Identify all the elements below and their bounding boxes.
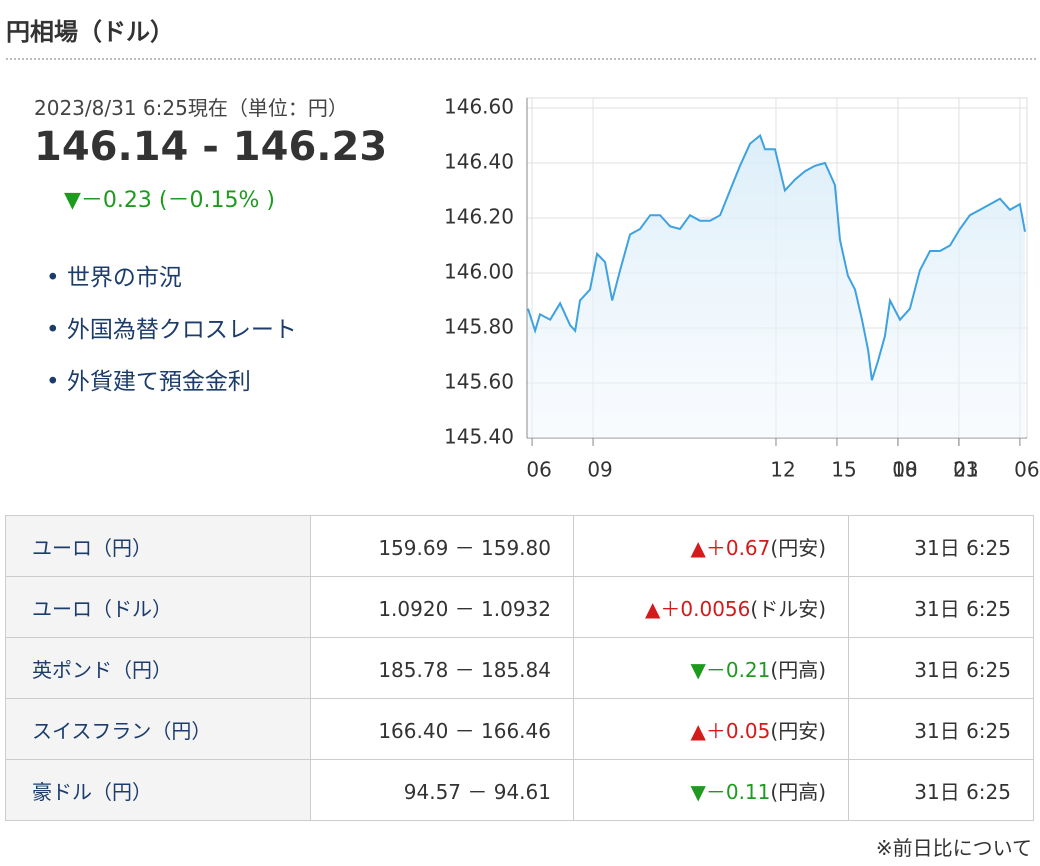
y-tick-label: 146.40 (444, 150, 514, 174)
rate-cell: 166.40 － 166.46 (310, 698, 574, 760)
currency-link[interactable]: 豪ドル（円） (32, 779, 152, 804)
currency-cell: スイスフラン（円） (5, 698, 311, 760)
change-cell: ▼－0.11(円高) (573, 759, 849, 821)
change-value: ▲＋0.0056 (645, 596, 751, 621)
y-tick-label: 146.60 (444, 95, 514, 119)
rate-cell: 94.57 － 94.61 (310, 759, 574, 821)
price: 146.14 - 146.23 (34, 124, 388, 170)
table-row: スイスフラン（円） 166.40 － 166.46 ▲＋0.05(円安) 31日 6:… (5, 698, 1034, 760)
area-fill (528, 135, 1025, 438)
table-row: 英ポンド（円） 185.78 － 185.84 ▼－0.21(円高) 31日 6:25 (5, 637, 1034, 699)
link-item: • 外国為替クロスレート (46, 317, 297, 343)
link[interactable]: 外貨建て預金金利 (66, 369, 251, 395)
link-item: • 世界の市況 (46, 265, 182, 291)
y-tick-label: 145.40 (444, 425, 514, 449)
x-tick-label: 18 (892, 458, 917, 482)
time-cell: 31日 6:25 (848, 576, 1034, 638)
currency-link[interactable]: 英ポンド（円） (32, 657, 172, 682)
link[interactable]: 外国為替クロスレート (66, 317, 297, 343)
change-cell: ▲＋0.0056(ドル安) (573, 576, 849, 638)
time-cell: 31日 6:25 (848, 698, 1034, 760)
change-note: (円安) (770, 535, 826, 560)
table-row: ユーロ（ドル） 1.0920 － 1.0932 ▲＋0.0056(ドル安) 31日 6… (5, 576, 1034, 638)
x-tick-label: 21 (953, 458, 978, 482)
x-tick-label: 00 (892, 458, 917, 482)
rate-cell: 1.0920 － 1.0932 (310, 576, 574, 638)
x-tick-label: 15 (831, 458, 856, 482)
chart: 145.40 145.60 145.80 146.00 146.20 146.40 146.… (444, 95, 1040, 482)
x-tick-label: 03 (953, 458, 978, 482)
footnote-link[interactable]: ※前日比について (875, 836, 1032, 860)
rate-cell: 159.69 － 159.80 (310, 515, 574, 577)
price-change: ▼－0.23 (－0.15% ) (64, 188, 275, 213)
change-note: (円高) (770, 779, 826, 804)
divider (6, 58, 1036, 60)
change-value: ▲＋0.67 (690, 535, 771, 560)
time-cell: 31日 6:25 (848, 759, 1034, 821)
price-line (527, 133, 1026, 381)
table-row: 豪ドル（円） 94.57 － 94.61 ▼－0.11(円高) 31日 6:25 (5, 759, 1034, 821)
change-cell: ▲＋0.05(円安) (573, 698, 849, 760)
x-tick-label: 06 (526, 458, 551, 482)
change-note: (円安) (770, 718, 826, 743)
change-cell: ▲＋0.67(円安) (573, 515, 849, 577)
currency-cell: 英ポンド（円） (5, 637, 311, 699)
y-tick-label: 145.80 (444, 315, 514, 339)
link[interactable]: 世界の市況 (66, 265, 182, 291)
link-item: • 外貨建て預金金利 (46, 369, 251, 395)
change-note: (ドル安) (750, 596, 826, 621)
x-tick-label: 06 (1014, 458, 1039, 482)
change-cell: ▼－0.21(円高) (573, 637, 849, 699)
time-cell: 31日 6:25 (848, 515, 1034, 577)
change-value: ▼－0.21 (690, 657, 771, 682)
currency-link[interactable]: ユーロ（円） (32, 535, 152, 560)
page-title: 円相場（ドル） (6, 18, 174, 46)
currency-link[interactable]: ユーロ（ドル） (32, 596, 172, 621)
change-value: ▲＋0.05 (690, 718, 771, 743)
y-tick-label: 146.00 (444, 260, 514, 284)
x-tick-label: 12 (770, 458, 795, 482)
x-tick-label: 09 (587, 458, 612, 482)
rate-cell: 185.78 － 185.84 (310, 637, 574, 699)
currency-link[interactable]: スイスフラン（円） (32, 718, 212, 743)
table-row: ユーロ（円） 159.69 － 159.80 ▲＋0.67(円安) 31日 6:25 (5, 515, 1034, 577)
currency-cell: ユーロ（ドル） (5, 576, 311, 638)
rates-table: ユーロ（円） 159.69 － 159.80 ▲＋0.67(円安) 31日 6:25 ユ… (5, 515, 1034, 821)
change-value: ▼－0.11 (690, 779, 771, 804)
timestamp: 2023/8/31 6:25現在（単位：円） (34, 96, 348, 120)
y-tick-label: 146.20 (444, 205, 514, 229)
currency-cell: 豪ドル（円） (5, 759, 311, 821)
time-cell: 31日 6:25 (848, 637, 1034, 699)
y-tick-label: 145.60 (444, 370, 514, 394)
currency-cell: ユーロ（円） (5, 515, 311, 577)
change-note: (円高) (770, 657, 826, 682)
